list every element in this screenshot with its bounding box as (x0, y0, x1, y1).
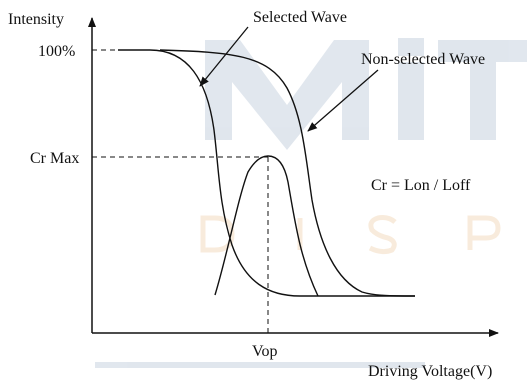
tick-crmax-label: Cr Max (30, 150, 79, 167)
non-selected-wave-pointer (307, 69, 379, 132)
contrast-ratio-curve (214, 155, 319, 297)
selected-wave-pointer (199, 26, 249, 87)
watermark-letter-t-bar (438, 40, 527, 62)
non-selected-wave-curve (159, 49, 416, 297)
text-labels: Intensity 100% Cr Max Vop Driving Voltag… (8, 9, 492, 380)
selected-wave-label: Selected Wave (253, 9, 347, 26)
watermark-letter-t-stem (470, 62, 496, 140)
watermark-sub-lettering (200, 215, 501, 255)
annotation-arrows (199, 26, 379, 132)
curves (118, 49, 416, 297)
watermark-letter-m (205, 40, 369, 150)
non-selected-wave-label: Non-selected Wave (361, 51, 485, 68)
tick-vop-label: Vop (252, 343, 278, 360)
watermark-letter-i-dot (398, 38, 424, 56)
y-axis-label: Intensity (8, 11, 64, 28)
watermark-underline-bar (95, 362, 425, 368)
guide-lines (92, 49, 269, 336)
axes (88, 17, 499, 337)
x-axis-label: Driving Voltage(V) (368, 363, 492, 380)
selected-wave-curve (118, 49, 415, 297)
watermark-letter-i-stem (398, 62, 424, 140)
watermark-logo (95, 38, 527, 368)
contrast-formula: Cr = Lon / Loff (371, 177, 471, 194)
tick-100-label: 100% (38, 43, 75, 60)
